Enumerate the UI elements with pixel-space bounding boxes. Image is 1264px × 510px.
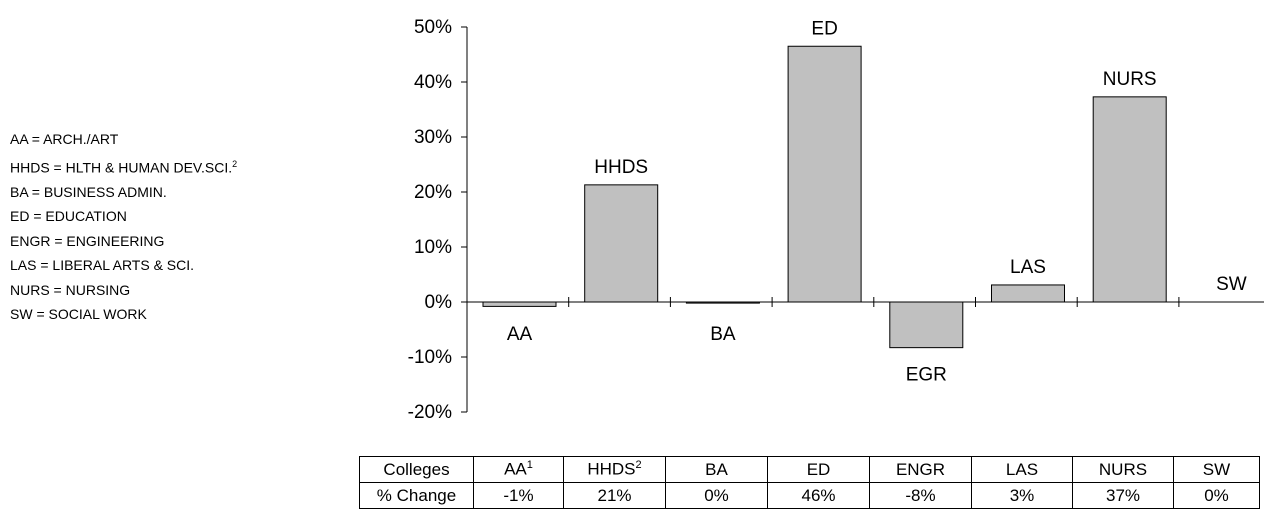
table-column-header: ENGR (869, 456, 972, 483)
bar-category-label: NURS (1103, 69, 1157, 90)
table-cell-value: 37% (1072, 482, 1174, 509)
legend-item-text: ED = EDUCATION (10, 208, 127, 225)
legend-item-text: SW = SOCIAL WORK (10, 306, 147, 323)
table-cell-value: 21% (563, 482, 666, 509)
table-cell-value: 46% (767, 482, 870, 509)
legend-item: BA = BUSINESS ADMIN. (10, 180, 237, 205)
column-name: HHDS (587, 459, 636, 479)
bar-category-label: EGR (906, 365, 947, 386)
legend-item: AA = ARCH./ART (10, 127, 237, 152)
bar-category-label: LAS (1010, 257, 1046, 278)
legend-item: HHDS = HLTH & HUMAN DEV.SCI.2 (10, 152, 237, 180)
y-tick-label: -10% (408, 347, 452, 368)
table-cell-value: 3% (971, 482, 1073, 509)
y-tick-label: 30% (414, 127, 452, 148)
legend-item: NURS = NURSING (10, 278, 237, 303)
bar-category-label: BA (710, 324, 736, 345)
column-name: LAS (1005, 459, 1039, 479)
table-column-header: HHDS2 (563, 456, 666, 483)
column-name: SW (1202, 459, 1231, 479)
y-tick-label: 40% (414, 72, 452, 93)
table-header-label: Colleges (359, 456, 474, 483)
table-column-header: BA (665, 456, 768, 483)
y-tick-label: 0% (425, 292, 453, 313)
table-cell-value: -1% (473, 482, 564, 509)
bar (584, 184, 659, 303)
table-column-header: ED (767, 456, 870, 483)
table-column-header: NURS (1072, 456, 1174, 483)
legend-item: LAS = LIBERAL ARTS & SCI. (10, 253, 237, 278)
table-cell-value: 0% (665, 482, 768, 509)
table-column-header: LAS (971, 456, 1073, 483)
legend-item-footnote: 2 (232, 158, 238, 169)
bar (482, 301, 557, 307)
column-name: ENGR (895, 459, 946, 479)
column-name: AA (504, 459, 527, 479)
bar-chart: -20% -10% 0% 10% 20% 30% 40% 50% AA HHDS BA ED EGR LA… (408, 17, 1264, 423)
bar-category-label: AA (507, 324, 533, 345)
bar-category-label: HHDS (594, 157, 648, 178)
legend-item-text: NURS = NURSING (10, 281, 131, 298)
bar (889, 301, 964, 349)
table-value-row: % Change -1% 21% 0% 46% -8% 3% 37% 0% (359, 482, 1260, 509)
y-tick-label: 10% (414, 237, 452, 258)
bar (787, 45, 862, 303)
y-tick-label: 20% (414, 182, 452, 203)
column-name: NURS (1098, 459, 1148, 479)
legend-item-text: LAS = LIBERAL ARTS & SCI. (10, 257, 195, 274)
legend-item-text: ENGR = ENGINEERING (10, 232, 165, 249)
table-column-header: SW (1173, 456, 1260, 483)
legend-item-text: AA = ARCH./ART (10, 131, 119, 147)
bar (991, 284, 1065, 303)
table-header-row: Colleges AA1 HHDS2 BA ED ENGR LAS NURS SW (359, 456, 1260, 483)
column-name: BA (705, 459, 728, 479)
bar-category-label: SW (1216, 274, 1247, 295)
legend-item-text: BA = BUSINESS ADMIN. (10, 183, 167, 200)
table-row-label: % Change (359, 482, 474, 509)
column-footnote: 1 (526, 459, 533, 472)
legend-item-text: HHDS = HLTH & HUMAN DEV.SCI. (10, 159, 233, 176)
y-tick-label: 50% (414, 17, 452, 38)
bar (685, 301, 760, 304)
legend-item: SW = SOCIAL WORK (10, 302, 237, 327)
bar (1092, 96, 1167, 303)
legend-item: ED = EDUCATION (10, 204, 237, 229)
table-cell-value: 0% (1173, 482, 1260, 509)
table-column-header: AA1 (473, 456, 564, 483)
column-name: ED (806, 459, 831, 479)
table-cell-value: -8% (869, 482, 972, 509)
college-legend: AA = ARCH./ART HHDS = HLTH & HUMAN DEV.SC… (10, 127, 237, 327)
y-tick-label: -20% (408, 402, 452, 423)
column-footnote: 2 (635, 459, 642, 472)
legend-item: ENGR = ENGINEERING (10, 229, 237, 254)
bar-category-label: ED (811, 18, 837, 39)
percent-change-table: Colleges AA1 HHDS2 BA ED ENGR LAS NURS SW % Cha… (359, 456, 1260, 509)
